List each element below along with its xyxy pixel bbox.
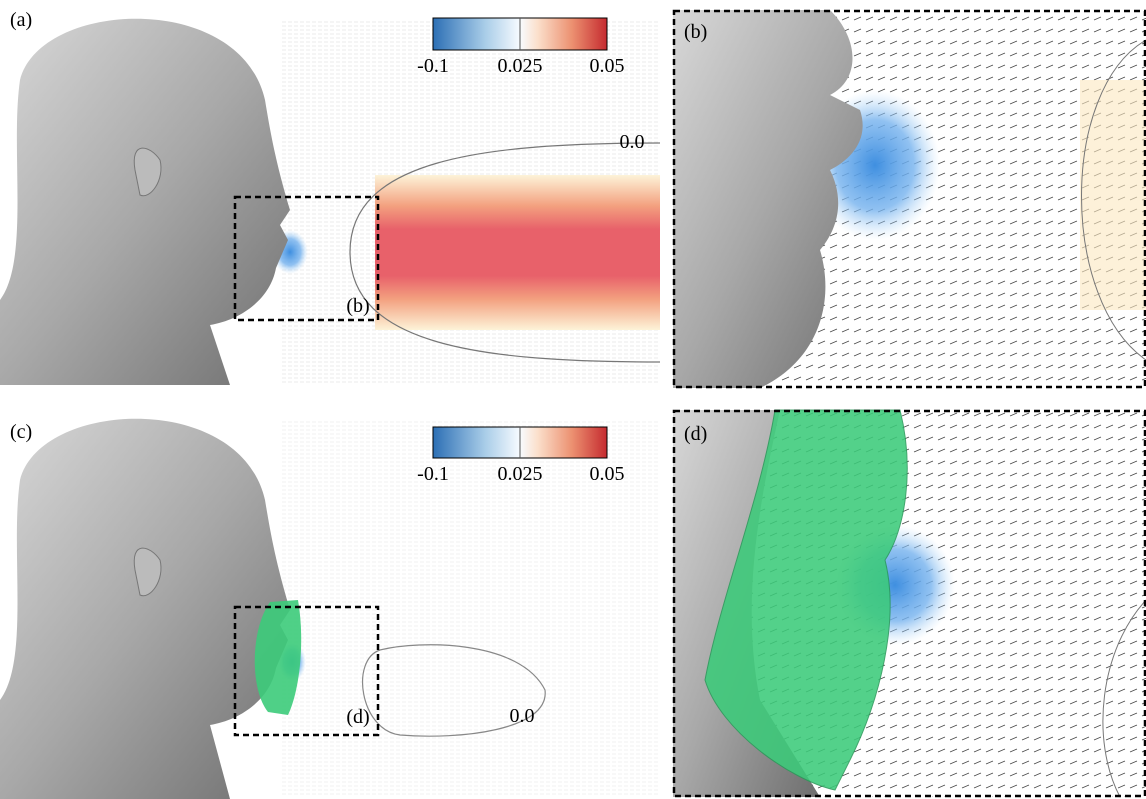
colorbar-tick-label: 0.05 — [590, 463, 625, 485]
colorbar-tick-label: 0.025 — [498, 463, 543, 485]
panel-label: (a) — [10, 9, 32, 31]
colorbar-tick-label: -0.1 — [417, 55, 449, 77]
panel-label: (c) — [10, 421, 32, 443]
panel-d: (d) — [672, 409, 1146, 798]
face — [673, 10, 863, 388]
contour-line — [1102, 599, 1146, 798]
contour-line — [349, 142, 661, 363]
panel-a: (a) -0.1 0.025 0.05 0.0 (b) — [0, 9, 661, 386]
colorbar-tick-label: 0.025 — [498, 55, 543, 77]
panel-c: (c) -0.1 0.025 0.05 0.0 (d) — [0, 418, 660, 799]
contour-line — [1081, 39, 1146, 361]
head — [0, 18, 290, 386]
inset-label: (d) — [346, 706, 369, 728]
ear — [133, 147, 162, 197]
head — [0, 418, 290, 799]
colorbar-tick-label: 0.05 — [590, 55, 625, 77]
panel-label: (b) — [684, 21, 707, 43]
inset-label: (b) — [346, 295, 369, 317]
ear — [133, 547, 162, 597]
panel-label: (d) — [684, 423, 707, 445]
colorbar-tick-label: -0.1 — [417, 463, 449, 485]
face-mask — [254, 600, 302, 715]
inset-frame — [672, 409, 1146, 798]
inset-box — [233, 605, 380, 737]
velocity-plume — [1080, 80, 1146, 310]
inset-box — [233, 195, 380, 322]
inset-frame — [672, 9, 1146, 389]
contour-line — [362, 644, 546, 737]
panel-b: (b) — [672, 9, 1146, 389]
face-mask — [704, 409, 908, 791]
contour-label: 0.0 — [620, 131, 645, 153]
contour-label: 0.0 — [510, 705, 535, 727]
vector-field — [280, 420, 660, 795]
velocity-plume — [375, 175, 660, 330]
